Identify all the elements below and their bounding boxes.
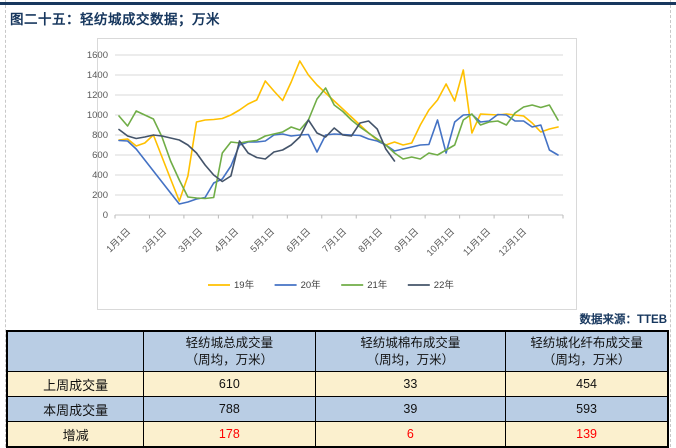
legend-label-21年: 21年: [367, 279, 388, 291]
table-row-3: 增减 178 6 139: [6, 421, 669, 448]
table-cell: 788: [143, 396, 316, 422]
row-label: 上周成交量: [6, 371, 145, 397]
header-cell-chemfiber: 轻纺城化纤布成交量 （周均，万米）: [505, 330, 669, 372]
table-row-1: 上周成交量 610 33 454: [6, 371, 669, 397]
table-cell: 178: [143, 421, 316, 448]
header-subtitle: （周均，万米）: [185, 352, 274, 367]
header-cell-total: 轻纺城总成交量 （周均，万米）: [143, 330, 316, 372]
row-label: 增减: [6, 421, 145, 448]
table-cell: 6: [314, 421, 507, 448]
header-subtitle: （周均，万米）: [366, 352, 455, 367]
y-axis-tick-label: 1000: [87, 110, 108, 121]
y-axis-tick-label: 0: [103, 210, 108, 221]
table-cell: 610: [143, 371, 316, 397]
header-title: 轻纺城总成交量: [185, 336, 274, 351]
y-axis-tick-label: 400: [92, 170, 108, 181]
y-axis-tick-label: 800: [92, 130, 108, 141]
table-cell: 33: [314, 371, 507, 397]
table-cell: 454: [505, 371, 669, 397]
y-axis-tick-label: 600: [92, 150, 108, 161]
table-row-2: 本周成交量 788 39 593: [6, 396, 669, 422]
weekly-volume-table: 轻纺城总成交量 （周均，万米） 轻纺城棉布成交量 （周均，万米） 轻纺城化纤布成…: [6, 330, 669, 448]
table-cell: 39: [314, 396, 507, 422]
header-title: 轻纺城化纤布成交量: [530, 336, 643, 351]
legend-label-19年: 19年: [234, 279, 255, 291]
header-title: 轻纺城棉布成交量: [360, 336, 461, 351]
table-cell: 139: [505, 421, 669, 448]
chart-area: 0 200 400 600 800 1000 1200 1400 1600 1月1日 2月1日 3月1…: [0, 36, 676, 312]
row-label: 本周成交量: [6, 396, 145, 422]
y-axis-tick-label: 200: [92, 190, 108, 201]
data-source-note: 数据来源：TTEB: [579, 314, 667, 326]
legend-label-22年: 22年: [434, 279, 455, 291]
page-title: 图二十五：轻纺城成交数据；万米: [10, 12, 220, 27]
series-line-21年: [118, 87, 559, 200]
page-right-margin-rule: [670, 0, 671, 447]
title-top-rule: [0, 2, 676, 5]
series-line-22年: [118, 119, 396, 183]
legend-label-20年: 20年: [301, 279, 322, 291]
page-left-margin-rule: [5, 0, 6, 447]
series-line-20年: [118, 113, 559, 205]
y-axis-tick-label: 1600: [87, 50, 108, 61]
header-cell-cotton: 轻纺城棉布成交量 （周均，万米）: [314, 330, 507, 372]
y-axis-tick-label: 1400: [87, 70, 108, 81]
header-subtitle: （周均，万米）: [542, 352, 631, 367]
header-cell-empty: [6, 330, 145, 372]
table-cell: 593: [505, 396, 669, 422]
y-axis-tick-label: 1200: [87, 90, 108, 101]
table-header-row: 轻纺城总成交量 （周均，万米） 轻纺城棉布成交量 （周均，万米） 轻纺城化纤布成…: [6, 330, 669, 372]
